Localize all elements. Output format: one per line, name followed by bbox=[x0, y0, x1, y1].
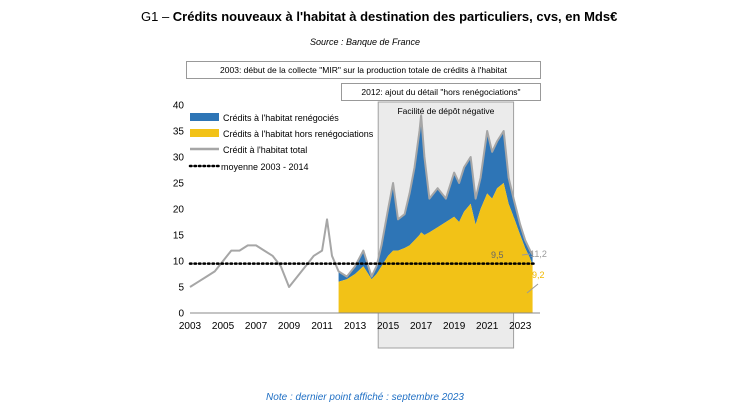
y-tick-label: 0 bbox=[178, 309, 184, 320]
legend-swatch-renegocies bbox=[190, 113, 219, 121]
x-tick-label: 2003 bbox=[179, 321, 202, 332]
x-tick-label: 2013 bbox=[344, 321, 367, 332]
total-line bbox=[189, 114, 534, 288]
label-hors-leader bbox=[526, 283, 539, 294]
hors-renegociations-area-group bbox=[338, 183, 533, 313]
y-tick-label: 30 bbox=[173, 153, 185, 164]
x-tick-label: 2015 bbox=[377, 321, 400, 332]
x-tick-label: 2019 bbox=[443, 321, 466, 332]
chart-source: Source : Banque de France bbox=[309, 37, 421, 47]
x-tick-label: 2023 bbox=[509, 321, 532, 332]
y-tick-label: 15 bbox=[173, 231, 185, 242]
axes-group: 0 5 10 15 20 25 30 35 40 2003 2005 2007 2009 2011 2013… bbox=[173, 101, 540, 332]
legend-label: Crédits à l'habitat renégociés bbox=[223, 113, 339, 123]
legend-label: Crédit à l'habitat total bbox=[223, 145, 307, 155]
legend-swatch-hors bbox=[190, 129, 219, 137]
title-text: Crédits nouveaux à l'habitat à destinati… bbox=[172, 9, 618, 24]
y-tick-label: 20 bbox=[173, 205, 185, 216]
label-total-leader bbox=[521, 253, 531, 256]
x-tick-label: 2007 bbox=[245, 321, 268, 332]
hors-renegociations-area bbox=[338, 183, 533, 313]
annotation-collecte-mir: 2003: début de la collecte "MIR" sur la … bbox=[186, 61, 541, 79]
legend-label: moyenne 2003 - 2014 bbox=[221, 162, 309, 172]
value-labels-group: 11,2 9,5 9,2 bbox=[491, 249, 547, 294]
y-tick-label: 10 bbox=[173, 257, 185, 268]
total-line-group bbox=[189, 114, 534, 288]
label-total-last: 11,2 bbox=[530, 249, 547, 259]
x-tick-label: 2009 bbox=[278, 321, 301, 332]
y-tick-label: 35 bbox=[173, 127, 185, 138]
label-hors-last: 9,2 bbox=[532, 270, 545, 280]
legend-group: Crédits à l'habitat renégociés Crédits à … bbox=[188, 113, 374, 172]
x-tick-label: 2005 bbox=[212, 321, 235, 332]
x-tick-label: 2017 bbox=[410, 321, 433, 332]
x-tick-label: 2011 bbox=[311, 321, 333, 332]
legend-label: Crédits à l'habitat hors renégociations bbox=[223, 129, 374, 139]
annotation-detail-2012: 2012: ajout du détail "hors renégociatio… bbox=[341, 83, 541, 101]
title-prefix: G1 – bbox=[141, 9, 173, 24]
y-tick-label: 5 bbox=[178, 283, 184, 294]
label-moyenne-last: 9,5 bbox=[491, 250, 504, 260]
negative-rate-label: Facilité de dépôt négative bbox=[397, 106, 494, 116]
y-tick-label: 40 bbox=[173, 101, 185, 112]
y-tick-label: 25 bbox=[173, 179, 185, 190]
chart-title: G1 – Crédits nouveaux à l'habitat à dest… bbox=[141, 9, 617, 24]
footer-note: Note : dernier point affiché : septembre… bbox=[266, 392, 464, 403]
x-tick-label: 2021 bbox=[476, 321, 499, 332]
